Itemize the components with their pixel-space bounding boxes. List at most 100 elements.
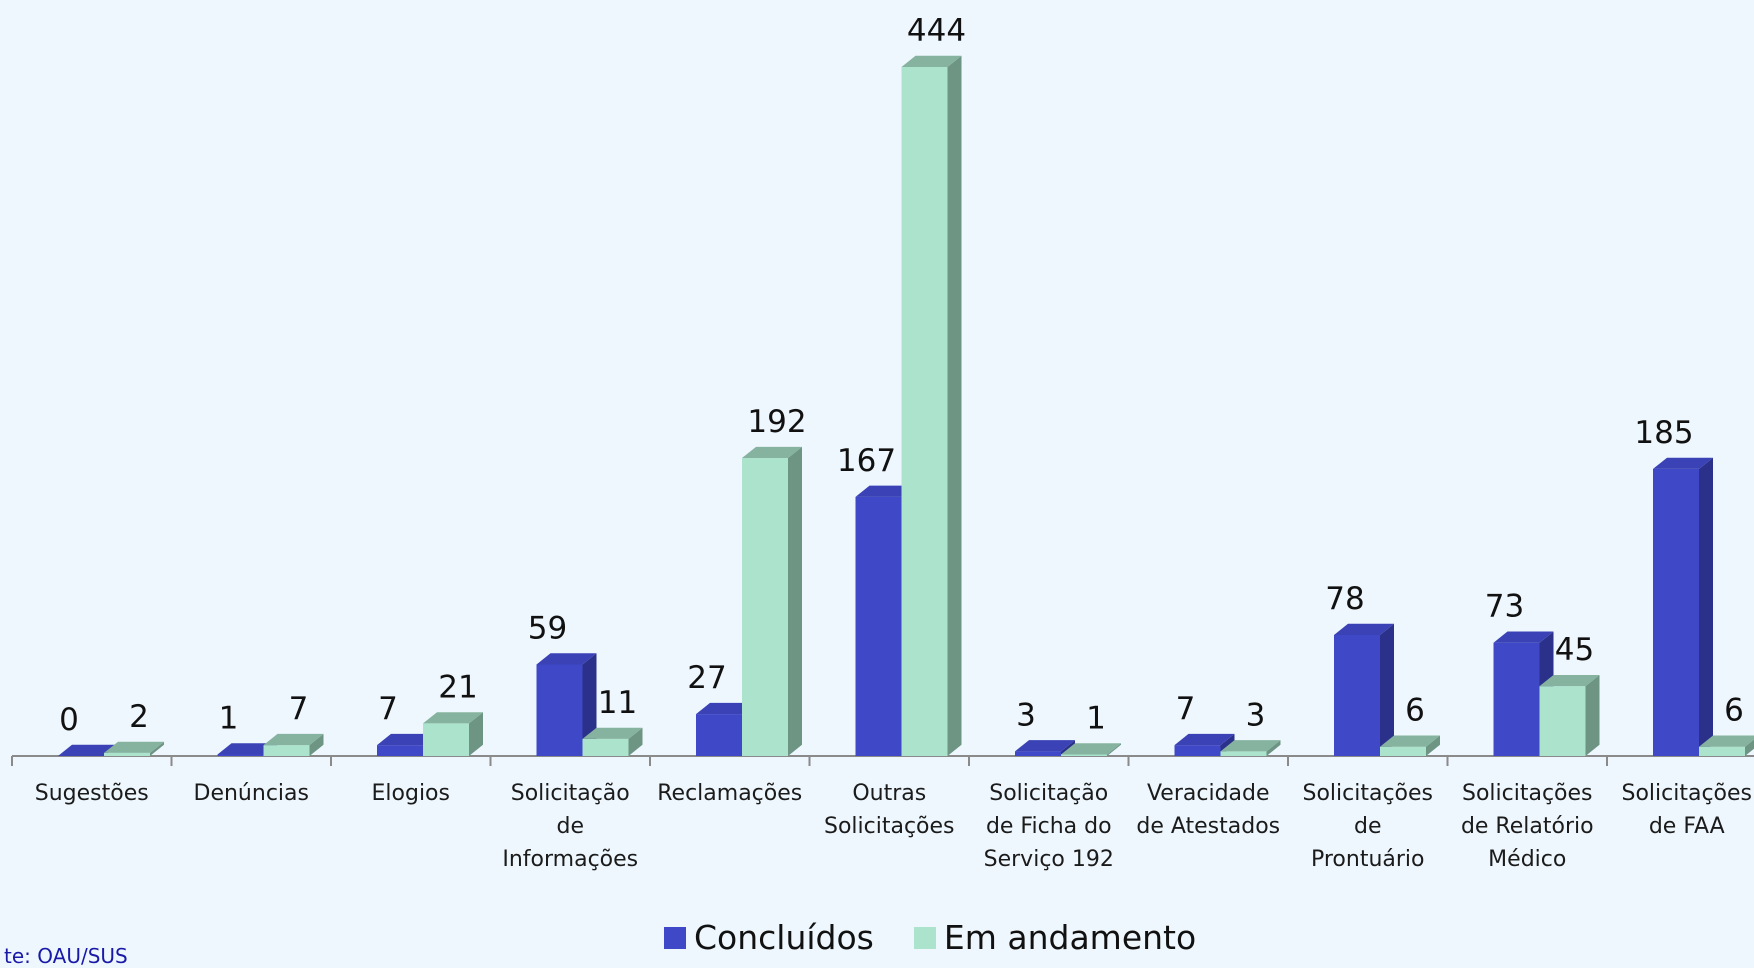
bar-top <box>1653 457 1713 469</box>
category-label: Reclamações <box>657 781 802 806</box>
data-label: 7 <box>378 691 398 727</box>
bar-front <box>1220 751 1267 756</box>
bar-top <box>377 733 437 746</box>
data-label: 192 <box>747 404 806 440</box>
bar-front <box>1015 751 1061 756</box>
data-label: 27 <box>687 660 726 696</box>
category-label-line: de Relatório <box>1461 814 1594 839</box>
category-label: Sugestões <box>35 781 149 806</box>
bar-front <box>1699 746 1745 756</box>
bar-em-andamento-9 <box>1539 674 1600 756</box>
bar-front <box>1174 745 1221 756</box>
bar-side <box>788 446 802 756</box>
bar-side <box>1107 743 1121 756</box>
category-label-line: Solicitação <box>989 781 1108 806</box>
data-label: 6 <box>1405 693 1425 729</box>
category-label: Outras Solicitações <box>824 781 955 839</box>
bar-top <box>1061 743 1121 755</box>
bar-top <box>855 485 916 497</box>
bar-side <box>1266 740 1281 756</box>
bar-top <box>1493 631 1554 643</box>
bar-side <box>582 653 597 756</box>
data-label: 2 <box>129 699 149 735</box>
bar-top <box>1380 735 1440 747</box>
bar-front <box>901 67 948 756</box>
category-label: Veracidade de Atestados <box>1136 781 1280 839</box>
data-label: 21 <box>438 669 477 705</box>
data-label: 185 <box>1634 415 1693 451</box>
bar-top <box>582 727 643 739</box>
category-label-line: Solicitações <box>1302 781 1433 806</box>
bar-front <box>217 754 264 756</box>
bar-side <box>628 727 643 756</box>
bar-side <box>1426 735 1440 756</box>
data-label: 444 <box>907 13 966 49</box>
legend-swatch-concluidos <box>664 926 686 949</box>
bar-front <box>1539 686 1586 756</box>
data-label: 78 <box>1325 581 1364 617</box>
bar-concluidos-0 <box>58 744 118 756</box>
bar-top <box>1015 740 1075 752</box>
data-label: 7 <box>1176 691 1196 727</box>
legend-item-concluidos: Concluídos <box>664 918 874 957</box>
data-label: 6 <box>1724 693 1744 729</box>
bar-top <box>263 733 324 746</box>
category-label-line: de Atestados <box>1136 814 1280 839</box>
bar-front <box>423 723 469 756</box>
data-label: 11 <box>598 685 637 721</box>
category-label-line: Elogios <box>372 781 450 806</box>
bar-top <box>536 653 597 665</box>
data-label: 3 <box>1246 697 1266 733</box>
category-label-line: Solicitações <box>824 814 955 839</box>
category-label-line: Reclamações <box>657 781 802 806</box>
category-label: Solicitações de FAA <box>1621 781 1752 839</box>
bar-em-andamento-4 <box>742 446 802 756</box>
bar-front <box>742 458 788 756</box>
category-label: Solicitações de Prontuário <box>1302 781 1433 872</box>
bar-top <box>1334 623 1394 635</box>
data-label: 73 <box>1485 589 1524 625</box>
source-note: te: OAU/SUS <box>4 944 128 968</box>
legend-label-concluidos: Concluídos <box>694 918 874 957</box>
bar-side <box>150 741 164 756</box>
bar-front <box>855 496 902 756</box>
category-label-line: de <box>1354 814 1382 839</box>
bar-front <box>263 745 310 756</box>
bar-front <box>696 714 742 756</box>
category-label-line: Solicitações <box>1621 781 1752 806</box>
bar-side <box>1699 457 1713 756</box>
bar-concluidos-10 <box>1653 457 1713 756</box>
data-label: 1 <box>219 700 239 736</box>
bar-concluidos-8 <box>1334 623 1394 756</box>
bar-top <box>104 741 164 753</box>
bar-side <box>1380 623 1394 756</box>
data-label: 45 <box>1555 632 1594 668</box>
bar-top <box>1539 674 1600 687</box>
category-label-line: Denúncias <box>194 781 309 806</box>
data-label: 59 <box>528 610 567 646</box>
bar-front <box>1380 746 1426 756</box>
data-label: 1 <box>1086 700 1106 736</box>
legend-swatch-em-andamento <box>913 926 936 949</box>
legend-label-em-andamento: Em andamento <box>943 918 1197 957</box>
category-label: Solicitações de Relatório Médico <box>1461 781 1594 872</box>
bar-front <box>1653 468 1699 756</box>
bar-side <box>1585 674 1600 756</box>
data-label: 167 <box>837 443 896 479</box>
category-label-line: Sugestões <box>35 781 149 806</box>
bar-em-andamento-10 <box>1699 735 1754 756</box>
category-label-line: Médico <box>1488 847 1566 872</box>
bar-em-andamento-5 <box>901 55 962 757</box>
bar-side <box>309 733 324 756</box>
category-label: Elogios <box>372 781 450 806</box>
bar-em-andamento-7 <box>1220 740 1281 756</box>
category-label-line: de <box>557 814 585 839</box>
bar-front <box>1061 754 1107 756</box>
category-label-line: Veracidade <box>1147 781 1270 806</box>
bar-em-andamento-1 <box>263 733 324 756</box>
bar-front <box>1493 642 1540 756</box>
bar-em-andamento-2 <box>423 712 483 756</box>
bar-em-andamento-3 <box>582 727 643 756</box>
category-label-line: Solicitações <box>1462 781 1593 806</box>
